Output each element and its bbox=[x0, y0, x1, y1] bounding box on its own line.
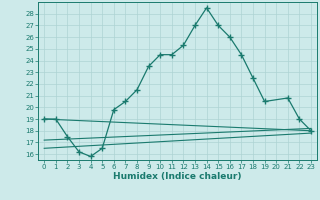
X-axis label: Humidex (Indice chaleur): Humidex (Indice chaleur) bbox=[113, 172, 242, 181]
